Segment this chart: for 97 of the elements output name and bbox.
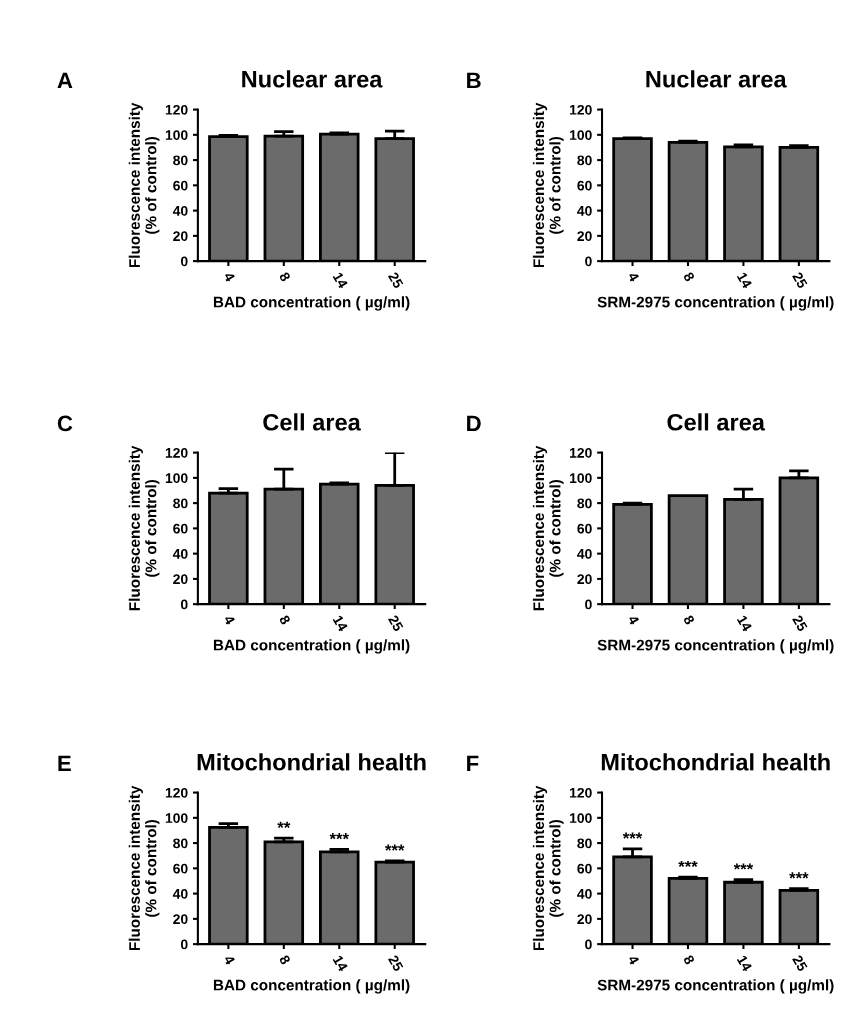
y-tick-label: 60 <box>173 523 188 534</box>
y-tick-label: 20 <box>577 574 592 585</box>
y-tick-label: 40 <box>577 548 592 559</box>
x-axis-title: BAD concentration ( µg/ml) <box>213 639 410 654</box>
text: F <box>467 755 479 772</box>
x-tick-label: 25 <box>792 954 808 972</box>
y-tick-label: 20 <box>577 231 592 242</box>
x-tick-label: 25 <box>792 271 808 289</box>
text: A <box>57 72 73 89</box>
y-tick-label: 20 <box>577 914 592 925</box>
x-axis-title: SRM-2975 concentration ( µg/ml) <box>597 639 834 654</box>
y-tick-label: 60 <box>577 523 592 534</box>
y-tick-label: 100 <box>570 130 592 140</box>
x-tick-label: 4 <box>223 614 236 626</box>
y-tick-label: 40 <box>577 888 592 899</box>
x-tick-label: 14 <box>332 271 349 290</box>
x-axis-title: BAD concentration ( µg/ml) <box>213 296 410 311</box>
y-axis-title: Fluorescence intensity (% of control) <box>532 445 564 611</box>
y-axis-title: Fluorescence intensity (% of control) <box>128 102 160 268</box>
chart-title: Mitochondrial health <box>197 753 426 771</box>
x-tick-label: 8 <box>278 614 291 626</box>
annotation: ** <box>277 821 291 828</box>
text: D <box>467 415 481 432</box>
y-tick-label: 120 <box>570 447 592 458</box>
x-tick-label: 25 <box>387 271 404 289</box>
x-tick-label: 25 <box>387 614 404 633</box>
y-tick-label: 80 <box>577 155 592 166</box>
text: E <box>58 755 71 772</box>
y-tick-label: 120 <box>165 447 188 458</box>
y-axis-title: Fluorescence intensity (% of control) <box>532 785 564 951</box>
y-tick-label: 40 <box>172 548 188 559</box>
chart-title: Mitochondrial health <box>601 753 830 771</box>
chart-title: Nuclear area <box>646 70 787 88</box>
annotation: *** <box>622 832 643 839</box>
x-tick-label: 4 <box>223 271 236 283</box>
annotation: *** <box>385 844 405 851</box>
x-tick-label: 8 <box>683 614 695 626</box>
y-tick-label: 60 <box>173 863 188 874</box>
x-tick-label: 14 <box>736 954 753 973</box>
x-axis-title: SRM-2975 concentration ( µg/ml) <box>597 979 834 994</box>
y-tick-label: 80 <box>577 498 592 509</box>
x-tick-label: 4 <box>627 271 640 283</box>
chart-title: Nuclear area <box>242 70 383 88</box>
y-tick-label: 0 <box>585 256 592 267</box>
x-tick-label: 4 <box>223 954 236 966</box>
annotation: *** <box>678 860 698 868</box>
x-tick-label: 25 <box>792 614 808 633</box>
y-tick-label: 0 <box>180 599 188 610</box>
y-tick-label: 120 <box>570 787 592 798</box>
y-tick-label: 120 <box>570 104 592 115</box>
y-tick-label: 80 <box>577 838 592 849</box>
x-axis-title: SRM-2975 concentration ( µg/ml) <box>597 296 834 311</box>
y-tick-label: 60 <box>577 180 592 191</box>
y-tick-label: 80 <box>173 838 188 849</box>
y-tick-label: 100 <box>165 813 188 823</box>
y-tick-label: 20 <box>173 574 188 585</box>
y-tick-label: 20 <box>173 914 188 925</box>
y-tick-label: 40 <box>172 205 188 216</box>
y-tick-label: 100 <box>570 813 592 823</box>
annotation: *** <box>789 872 809 879</box>
y-axis-title: Fluorescence intensity (% of control) <box>128 445 160 611</box>
y-tick-label: 80 <box>173 155 188 166</box>
y-tick-label: 20 <box>173 231 188 242</box>
x-tick-label: 14 <box>736 614 753 633</box>
y-axis-title: Fluorescence intensity (% of control) <box>128 785 160 951</box>
y-tick-label: 0 <box>180 256 188 267</box>
x-tick-label: 14 <box>736 271 753 290</box>
x-tick-label: 14 <box>332 954 349 973</box>
y-tick-label: 60 <box>577 863 592 874</box>
y-tick-label: 100 <box>165 130 188 140</box>
y-axis-title: Fluorescence intensity (% of control) <box>532 102 564 268</box>
y-tick-label: 80 <box>173 498 188 509</box>
x-tick-label: 4 <box>627 954 640 966</box>
x-axis-title: BAD concentration ( µg/ml) <box>213 979 410 994</box>
chart-title: Cell area <box>667 413 766 431</box>
y-tick-label: 40 <box>577 205 592 216</box>
x-tick-label: 8 <box>278 271 291 283</box>
y-tick-label: 0 <box>585 939 592 950</box>
x-tick-label: 14 <box>332 614 349 633</box>
y-tick-label: 100 <box>570 473 592 484</box>
y-tick-label: 100 <box>165 473 188 484</box>
x-tick-label: 8 <box>683 954 695 966</box>
y-tick-label: 0 <box>585 599 592 610</box>
chart-title: Cell area <box>263 413 361 431</box>
y-tick-label: 0 <box>180 939 188 950</box>
annotation: *** <box>733 863 754 870</box>
text: B <box>467 72 481 89</box>
x-tick-label: 25 <box>387 954 404 972</box>
x-tick-label: 8 <box>683 271 695 283</box>
text: C <box>57 415 73 432</box>
x-tick-label: 8 <box>278 954 291 966</box>
y-tick-label: 60 <box>173 180 188 191</box>
y-tick-label: 120 <box>165 787 188 798</box>
y-tick-label: 40 <box>172 888 188 899</box>
annotation: *** <box>329 833 349 840</box>
y-tick-label: 120 <box>165 104 188 115</box>
x-tick-label: 4 <box>627 614 640 626</box>
